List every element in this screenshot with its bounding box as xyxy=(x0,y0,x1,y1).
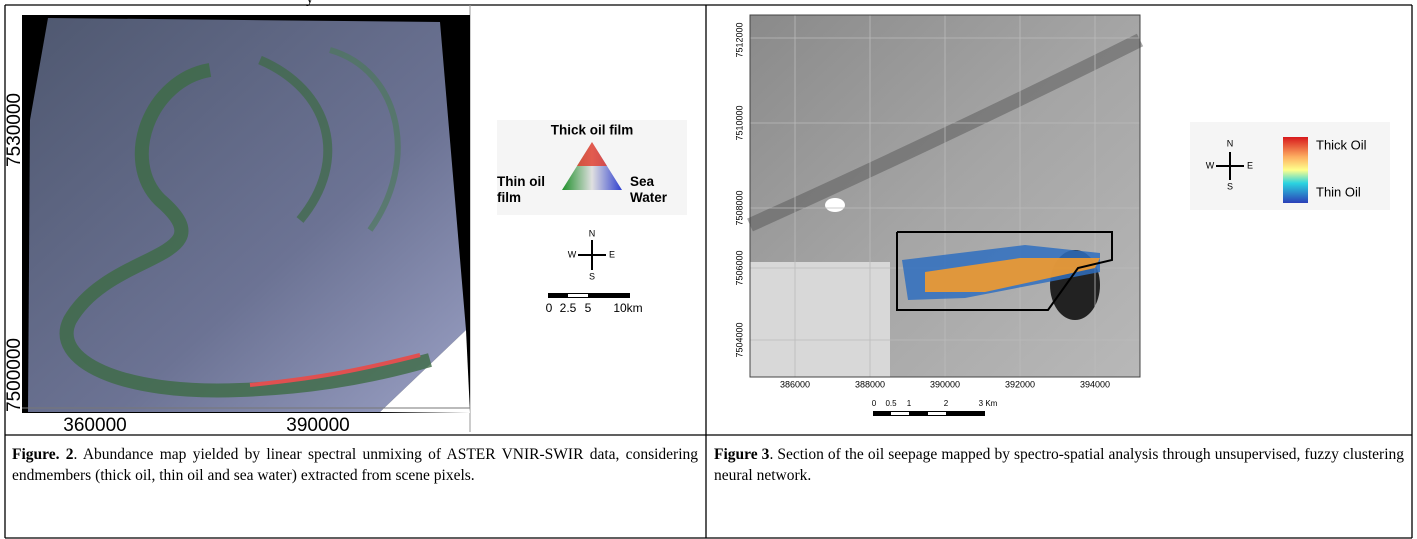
legend-top: Thick oil film xyxy=(551,123,634,138)
y-label: 7508000 xyxy=(734,190,744,225)
compass-s: S xyxy=(1227,181,1233,191)
x-label: 390000 xyxy=(930,379,960,389)
scale-label: 0 xyxy=(872,399,877,408)
decoration xyxy=(548,293,630,298)
scale-label: 10km xyxy=(613,301,642,315)
decoration xyxy=(928,412,946,415)
compass-w: W xyxy=(1206,160,1215,170)
scale-bar xyxy=(873,411,985,416)
compass-w: W xyxy=(568,249,577,259)
satellite-scene xyxy=(28,18,466,412)
color-ramp xyxy=(1283,137,1308,203)
x-labels: 386000 388000 390000 392000 394000 xyxy=(780,379,1110,389)
y-label: 7506000 xyxy=(734,250,744,285)
compass-n: N xyxy=(589,228,596,238)
scale-label: 3 Km xyxy=(979,399,998,408)
page: y 7530000 7500000 360000 390000 Thick oi… xyxy=(0,0,1417,539)
y-label: 7512000 xyxy=(734,22,744,57)
bright-area xyxy=(825,198,845,212)
y-labels: 7512000 7510000 7508000 7506000 7504000 xyxy=(734,22,744,357)
scale-labels: 0 0.5 1 2 3 Km xyxy=(872,399,998,408)
x-label: 390000 xyxy=(286,415,349,436)
scale-label: 0 xyxy=(546,301,553,315)
legend-right: Sea Water xyxy=(630,174,682,206)
legend-low: Thin Oil xyxy=(1316,184,1361,199)
caption-text: . Abundance map yielded by linear spectr… xyxy=(12,446,698,484)
caption-label: Figure. 2 xyxy=(12,446,74,463)
y-label: 7510000 xyxy=(734,105,744,140)
legend-high: Thick Oil xyxy=(1316,137,1367,152)
x-label: 394000 xyxy=(1080,379,1110,389)
compass-e: E xyxy=(1247,160,1253,170)
legend-left: Thin oil film xyxy=(497,174,561,206)
decoration xyxy=(891,412,909,415)
scale-label: 2 xyxy=(944,399,949,408)
x-label: 392000 xyxy=(1005,379,1035,389)
caption: Figure. 2. Abundance map yielded by line… xyxy=(12,444,698,486)
caption: Figure 3. Section of the oil seepage map… xyxy=(714,444,1404,486)
y-label: 7530000 xyxy=(4,93,25,167)
scale-bar xyxy=(548,293,630,298)
caption-text: . Section of the oil seepage mapped by s… xyxy=(714,446,1404,484)
compass-s: S xyxy=(589,271,595,281)
scale-label: 1 xyxy=(907,399,912,408)
scale-label: 0.5 xyxy=(885,399,897,408)
scale-labels: 0 2.5 5 10km xyxy=(546,301,643,315)
scale-label: 2.5 xyxy=(560,301,577,315)
decoration xyxy=(568,294,588,297)
x-label: 386000 xyxy=(780,379,810,389)
bright-area xyxy=(750,262,890,377)
compass-n: N xyxy=(1227,138,1234,148)
compass: N W E S xyxy=(568,228,615,281)
caption-label: Figure 3 xyxy=(714,446,769,463)
x-label: 360000 xyxy=(63,415,126,436)
y-label: 7504000 xyxy=(734,322,744,357)
y-label: 7500000 xyxy=(4,338,25,412)
scale-label: 5 xyxy=(585,301,592,315)
compass-e: E xyxy=(609,249,615,259)
x-label: 388000 xyxy=(855,379,885,389)
